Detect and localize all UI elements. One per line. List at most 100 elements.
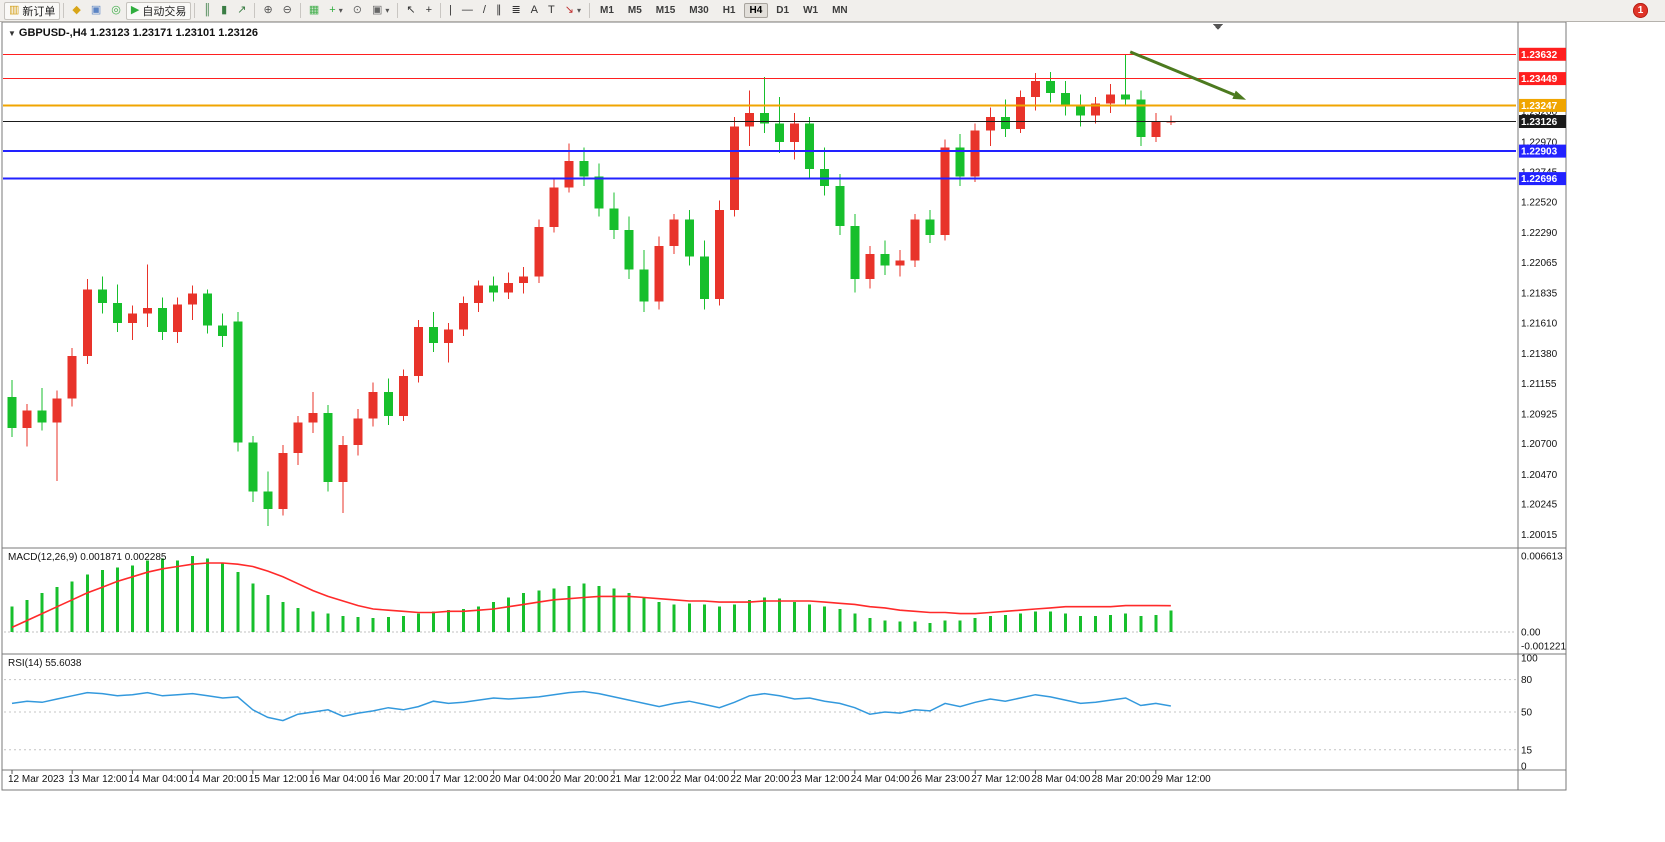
svg-text:15: 15 xyxy=(1521,745,1533,756)
timeframe-m5-button[interactable]: M5 xyxy=(627,5,642,16)
svg-text:14 Mar 04:00: 14 Mar 04:00 xyxy=(128,774,187,785)
bar-chart-button[interactable]: ║ xyxy=(198,2,216,20)
toolbar-separator xyxy=(254,3,256,18)
svg-text:1.21380: 1.21380 xyxy=(1521,349,1558,360)
svg-text:1.22696: 1.22696 xyxy=(1521,174,1558,185)
timeframe-buttons: M1 M5 M15 M30 H1 H4 D1 W1 MN xyxy=(593,3,855,18)
candlestick-chart-button[interactable]: ▮ xyxy=(216,2,232,20)
data-window-button[interactable]: ▣ xyxy=(86,2,106,20)
svg-text:100: 100 xyxy=(1521,654,1538,665)
svg-text:0: 0 xyxy=(1521,762,1527,773)
svg-text:13 Mar 12:00: 13 Mar 12:00 xyxy=(68,774,127,785)
toolbar-separator xyxy=(397,3,399,18)
equidistant-channel-button[interactable]: ∥ xyxy=(491,2,507,20)
new-chart-icon: + xyxy=(329,4,336,16)
timeframe-mn-button[interactable]: MN xyxy=(832,5,848,16)
fibonacci-icon: ≣ xyxy=(511,4,521,16)
timeframe-h4-button[interactable]: H4 xyxy=(743,3,769,18)
toolbar-separator xyxy=(194,3,196,18)
horizontal-line-button[interactable]: — xyxy=(457,2,478,20)
chart-shift-icon: ▣ xyxy=(371,4,383,16)
trend-arrow-annotation[interactable] xyxy=(1129,50,1247,100)
zoom-in-icon: ⊕ xyxy=(263,4,273,16)
text-button[interactable]: A xyxy=(526,2,543,20)
timeframe-d1-button[interactable]: D1 xyxy=(776,5,790,16)
cursor-button[interactable]: ↖ xyxy=(401,2,420,20)
tile-windows-icon: ▦ xyxy=(308,4,320,16)
timeframe-h1-button[interactable]: H1 xyxy=(722,5,736,16)
svg-text:0.006613: 0.006613 xyxy=(1521,552,1563,563)
toolbar-separator xyxy=(63,3,65,18)
timeframe-m30-button[interactable]: M30 xyxy=(689,5,709,16)
toolbar: ▥ 新订单 ◆ ▣ ◎ ▶ 自动交易 ║ ▮ ↗ ⊕ ⊖ ▦ + ▾ ⊙ ▣ ▾ ↖ + | — / ∥ ≣ A T ↘ ▾ M1 M5 M… xyxy=(0,0,1665,22)
timeframe-m15-button[interactable]: M15 xyxy=(655,5,676,16)
arrows-tool-button[interactable]: ↘ ▾ xyxy=(560,2,586,20)
svg-text:16 Mar 20:00: 16 Mar 20:00 xyxy=(369,774,428,785)
auto-trading-icon: ▶ xyxy=(130,4,140,16)
text-label-button[interactable]: T xyxy=(543,2,560,20)
new-order-button[interactable]: ▥ 新订单 xyxy=(4,1,61,20)
svg-text:22 Mar 20:00: 22 Mar 20:00 xyxy=(730,774,789,785)
chart-shift-dropdown-icon[interactable]: ▾ xyxy=(385,6,390,15)
text-label-icon: T xyxy=(548,4,555,16)
svg-text:15 Mar 12:00: 15 Mar 12:00 xyxy=(249,774,308,785)
rsi-panel xyxy=(4,679,1516,751)
fibonacci-button[interactable]: ≣ xyxy=(506,2,525,20)
zoom-in-button[interactable]: ⊕ xyxy=(258,2,277,20)
price-axis[interactable]: 1.232001.229701.227451.225201.222901.220… xyxy=(1519,47,1566,541)
trendline-icon: / xyxy=(482,4,486,16)
crosshair-button[interactable]: + xyxy=(421,2,437,20)
timeframe-w1-button[interactable]: W1 xyxy=(803,5,819,16)
notification-badge[interactable]: 1 xyxy=(1633,3,1648,18)
chart-shift-button[interactable]: ▣ ▾ xyxy=(367,2,394,20)
svg-text:1.20245: 1.20245 xyxy=(1521,500,1558,511)
auto-trading-button[interactable]: ▶ 自动交易 xyxy=(125,1,192,20)
toolbar-separator xyxy=(299,3,301,18)
time-axis[interactable]: 12 Mar 2023 13 Mar 12:00 14 Mar 04:00 14 Ma… xyxy=(8,770,1211,785)
svg-text:1.21610: 1.21610 xyxy=(1521,318,1558,329)
svg-text:17 Mar 12:00: 17 Mar 12:00 xyxy=(429,774,488,785)
market-watch-icon: ◆ xyxy=(72,4,81,16)
svg-text:29 Mar 12:00: 29 Mar 12:00 xyxy=(1152,774,1211,785)
trendline-button[interactable]: / xyxy=(478,2,491,20)
navigator-button[interactable]: ◎ xyxy=(106,2,126,20)
svg-text:1.20700: 1.20700 xyxy=(1521,439,1558,450)
hline-objects[interactable] xyxy=(3,53,1516,180)
new-order-icon: ▥ xyxy=(9,4,20,16)
auto-trading-label: 自动交易 xyxy=(142,5,187,18)
macd-signal xyxy=(11,562,1171,629)
svg-text:1.20470: 1.20470 xyxy=(1521,470,1558,481)
line-chart-button[interactable]: ↗ xyxy=(232,2,251,20)
toolbar-buttons: ▥ 新订单 ◆ ▣ ◎ ▶ 自动交易 ║ ▮ ↗ ⊕ ⊖ ▦ + ▾ ⊙ ▣ ▾ ↖ + | — / ∥ ≣ A T ↘ ▾ xyxy=(4,1,593,20)
new-chart-button[interactable]: + ▾ xyxy=(324,2,347,20)
svg-text:28 Mar 04:00: 28 Mar 04:00 xyxy=(1031,774,1090,785)
svg-text:-0.001221: -0.001221 xyxy=(1521,642,1566,653)
svg-text:1.22903: 1.22903 xyxy=(1521,147,1558,158)
svg-text:27 Mar 12:00: 27 Mar 12:00 xyxy=(971,774,1030,785)
bar-chart-icon: ║ xyxy=(203,4,212,16)
zoom-out-button[interactable]: ⊖ xyxy=(278,2,297,20)
svg-text:1.22970: 1.22970 xyxy=(1521,138,1558,149)
timeframe-m1-button[interactable]: M1 xyxy=(599,5,614,16)
zoom-out-icon: ⊖ xyxy=(282,4,292,16)
chart-dropdown-icon[interactable]: ▼ xyxy=(8,29,16,38)
svg-text:1.22065: 1.22065 xyxy=(1521,258,1558,269)
auto-scroll-icon: ⊙ xyxy=(352,4,362,16)
toolbar-separator xyxy=(440,3,442,18)
arrows-tool-dropdown-icon[interactable]: ▾ xyxy=(576,6,581,15)
horizontal-line-icon: — xyxy=(461,4,473,16)
chart-shift-marker xyxy=(1213,24,1223,30)
market-watch-button[interactable]: ◆ xyxy=(67,2,85,20)
svg-text:28 Mar 20:00: 28 Mar 20:00 xyxy=(1092,774,1151,785)
svg-text:1.23449: 1.23449 xyxy=(1521,74,1558,85)
auto-scroll-button[interactable]: ⊙ xyxy=(348,2,367,20)
chart-title: ▼ GBPUSD-,H4 1.23123 1.23171 1.23101 1.23… xyxy=(8,27,258,39)
vertical-line-button[interactable]: | xyxy=(444,2,457,20)
macd-panel xyxy=(4,556,1516,633)
svg-text:1.23247: 1.23247 xyxy=(1521,101,1558,112)
svg-text:14 Mar 20:00: 14 Mar 20:00 xyxy=(189,774,248,785)
new-chart-dropdown-icon[interactable]: ▾ xyxy=(338,6,343,15)
tile-windows-button[interactable]: ▦ xyxy=(304,2,324,20)
svg-text:1.20925: 1.20925 xyxy=(1521,409,1558,420)
